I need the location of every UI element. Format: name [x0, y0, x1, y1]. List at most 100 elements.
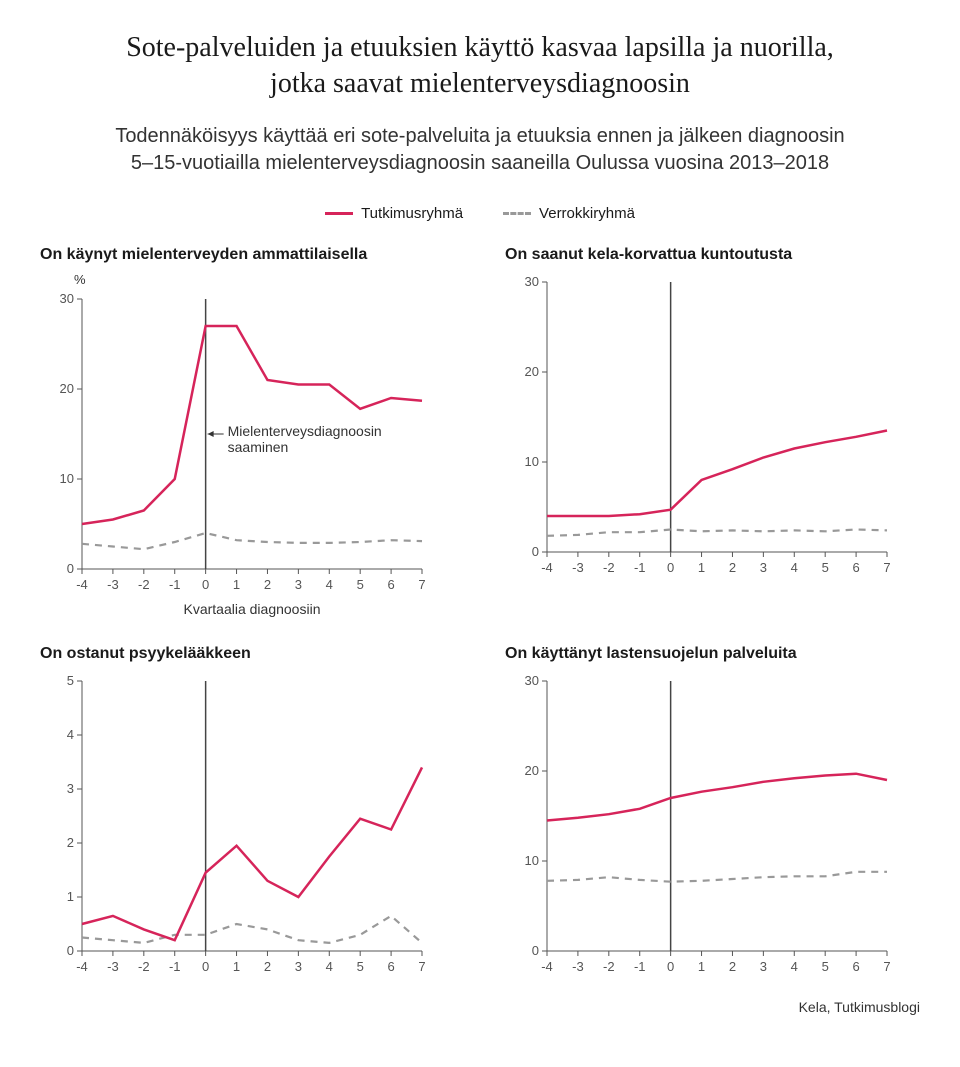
- y-tick-label: 30: [525, 673, 539, 688]
- x-tick-label: 3: [760, 560, 767, 575]
- source-attribution: Kela, Tutkimusblogi: [40, 999, 920, 1015]
- x-tick-label: 0: [667, 959, 674, 974]
- x-tick-label: -4: [76, 577, 88, 592]
- annotation-label: Mielenterveysdiagnoosin: [228, 423, 382, 439]
- x-tick-label: -3: [107, 577, 119, 592]
- x-tick-label: 6: [852, 959, 859, 974]
- y-tick-label: 0: [67, 943, 74, 958]
- y-tick-label: 10: [525, 853, 539, 868]
- series-treat: [547, 773, 887, 820]
- x-tick-label: -1: [634, 560, 646, 575]
- x-tick-label: 2: [729, 560, 736, 575]
- y-tick-label: 10: [60, 471, 74, 486]
- x-tick-label: 5: [357, 577, 364, 592]
- chart-svg: 0 10 20 30 -4 -3 -2 -1 0 1 2 3 4 5 6 7: [505, 272, 895, 582]
- panel-child-protection: On käyttänyt lastensuojelun palveluita 0 1…: [505, 645, 920, 981]
- y-tick-label: 3: [67, 781, 74, 796]
- y-tick-label: 20: [525, 763, 539, 778]
- panel-title: On saanut kela-korvattua kuntoutusta: [505, 246, 920, 264]
- x-tick-label: 3: [295, 577, 302, 592]
- x-tick-label: 4: [791, 959, 798, 974]
- legend-swatch-control: [503, 212, 531, 215]
- x-tick-label: -3: [572, 959, 584, 974]
- x-tick-label: 4: [326, 959, 333, 974]
- y-tick-label: 0: [532, 943, 539, 958]
- x-tick-label: 5: [822, 560, 829, 575]
- chart-svg: 0 1 2 3 4 5 -4 -3 -2 -1 0 1 2 3 4 5 6 7: [40, 671, 430, 981]
- x-tick-label: 7: [418, 959, 425, 974]
- y-tick-label: 20: [60, 381, 74, 396]
- series-treat: [547, 430, 887, 516]
- y-tick-label: 30: [525, 274, 539, 289]
- series-control: [547, 872, 887, 882]
- series-control: [82, 916, 422, 943]
- y-tick-label: 0: [532, 544, 539, 559]
- y-tick-label: 2: [67, 835, 74, 850]
- legend-swatch-treat: [325, 212, 353, 215]
- series-treat: [82, 767, 422, 940]
- x-tick-label: 2: [264, 959, 271, 974]
- x-tick-label: 5: [822, 959, 829, 974]
- x-tick-label: 5: [357, 959, 364, 974]
- y-tick-label: 5: [67, 673, 74, 688]
- x-tick-label: 0: [202, 959, 209, 974]
- x-tick-label: 4: [326, 577, 333, 592]
- x-tick-label: 1: [698, 959, 705, 974]
- chart-svg: 0 10 20 30 -4 -3 -2 -1 0 1 2 3 4 5 6 7 Mielenterveysdiag…: [40, 289, 430, 599]
- chart-subtitle: Todennäköisyys käyttää eri sote-palvelui…: [40, 123, 920, 177]
- x-tick-label: -4: [541, 560, 553, 575]
- panels-grid: On käynyt mielenterveyden ammattilaisell…: [40, 246, 920, 981]
- y-axis-unit: %: [74, 272, 455, 287]
- y-tick-label: 4: [67, 727, 74, 742]
- x-tick-label: -1: [169, 577, 181, 592]
- panel-mental-health-prof: On käynyt mielenterveyden ammattilaisell…: [40, 246, 455, 617]
- x-tick-label: 6: [852, 560, 859, 575]
- x-tick-label: -2: [138, 959, 150, 974]
- x-tick-label: -2: [603, 560, 615, 575]
- x-tick-label: -4: [76, 959, 88, 974]
- y-tick-label: 10: [525, 454, 539, 469]
- series-control: [82, 533, 422, 549]
- x-tick-label: 1: [233, 959, 240, 974]
- x-tick-label: 1: [233, 577, 240, 592]
- x-tick-label: 3: [760, 959, 767, 974]
- chart-svg: 0 10 20 30 -4 -3 -2 -1 0 1 2 3 4 5 6 7: [505, 671, 895, 981]
- legend: Tutkimusryhmä Verrokkiryhmä: [40, 205, 920, 222]
- x-tick-label: 1: [698, 560, 705, 575]
- x-tick-label: 4: [791, 560, 798, 575]
- legend-label-treat: Tutkimusryhmä: [361, 205, 463, 222]
- chart-title: Sote-palveluiden ja etuuksien käyttö kas…: [40, 30, 920, 103]
- panel-psych-meds: On ostanut psyykelääkkeen012345-4-3-2-10…: [40, 645, 455, 981]
- x-tick-label: 2: [729, 959, 736, 974]
- panel-title: On käynyt mielenterveyden ammattilaisell…: [40, 246, 455, 264]
- x-tick-label: 0: [667, 560, 674, 575]
- y-tick-label: 30: [60, 291, 74, 306]
- x-tick-label: 3: [295, 959, 302, 974]
- x-tick-label: 7: [418, 577, 425, 592]
- x-tick-label: -4: [541, 959, 553, 974]
- x-tick-label: 6: [387, 577, 394, 592]
- x-tick-label: -1: [634, 959, 646, 974]
- x-tick-label: -2: [138, 577, 150, 592]
- x-tick-label: 0: [202, 577, 209, 592]
- panel-kela-rehab: On saanut kela-korvattua kuntoutusta0102…: [505, 246, 920, 617]
- panel-title: On ostanut psyykelääkkeen: [40, 645, 455, 663]
- x-tick-label: 2: [264, 577, 271, 592]
- y-tick-label: 20: [525, 364, 539, 379]
- panel-title: On käyttänyt lastensuojelun palveluita: [505, 645, 920, 663]
- legend-label-control: Verrokkiryhmä: [539, 205, 635, 222]
- x-tick-label: -3: [107, 959, 119, 974]
- x-tick-label: 7: [883, 959, 890, 974]
- annotation-label: saaminen: [228, 439, 289, 455]
- legend-item-treat: Tutkimusryhmä: [325, 205, 463, 222]
- y-tick-label: 1: [67, 889, 74, 904]
- x-tick-label: -3: [572, 560, 584, 575]
- x-tick-label: 7: [883, 560, 890, 575]
- x-axis-label: Kvartaalia diagnoosiin: [82, 601, 422, 617]
- series-control: [547, 529, 887, 535]
- x-tick-label: -2: [603, 959, 615, 974]
- y-tick-label: 0: [67, 561, 74, 576]
- x-tick-label: -1: [169, 959, 181, 974]
- x-tick-label: 6: [387, 959, 394, 974]
- legend-item-control: Verrokkiryhmä: [503, 205, 635, 222]
